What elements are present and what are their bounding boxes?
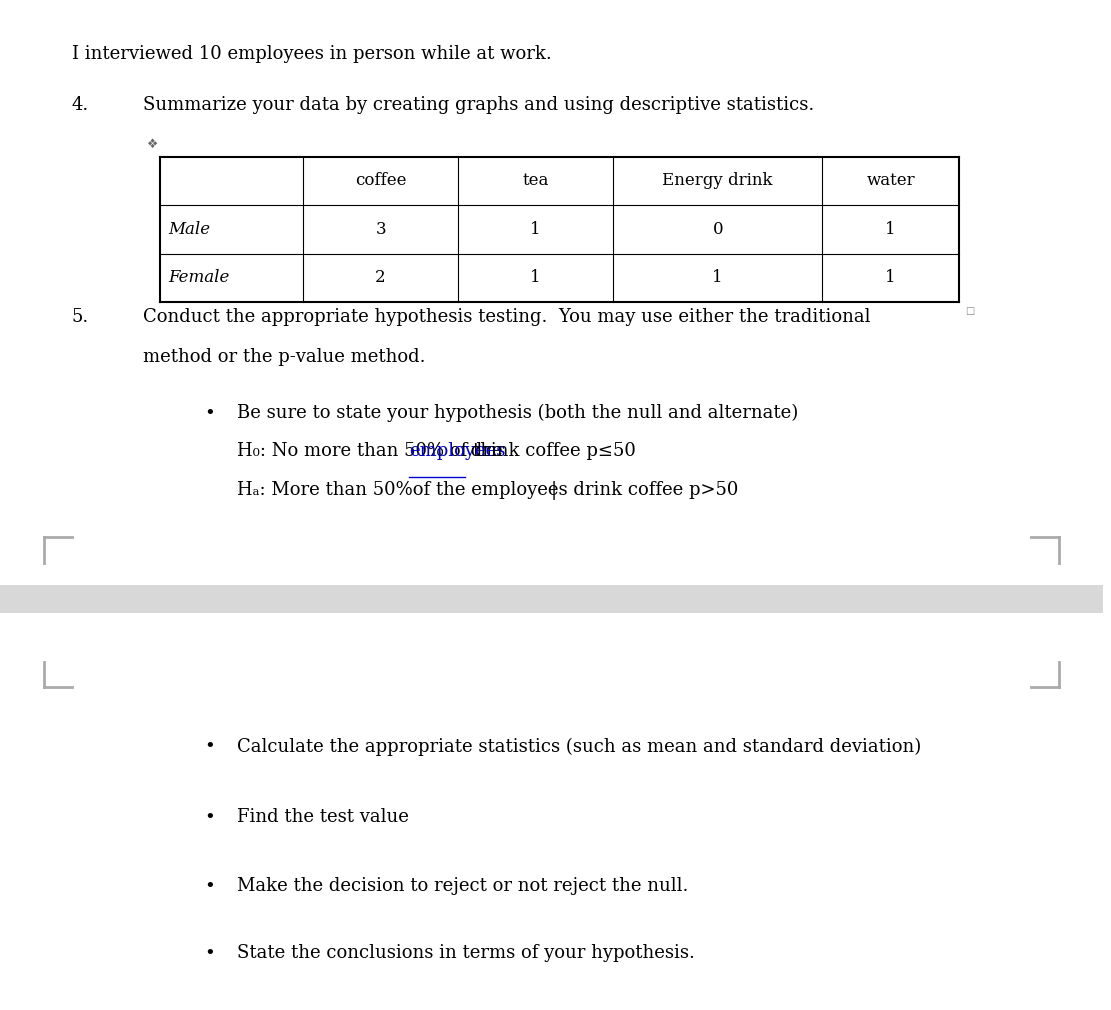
Text: |: |	[551, 481, 557, 500]
Text: coffee: coffee	[354, 173, 407, 189]
Text: 3: 3	[376, 221, 386, 237]
Text: Calculate the appropriate statistics (such as mean and standard deviation): Calculate the appropriate statistics (su…	[237, 737, 921, 755]
Text: 1: 1	[530, 270, 541, 286]
Text: •: •	[204, 404, 214, 422]
Text: State the conclusions in terms of your hypothesis.: State the conclusions in terms of your h…	[237, 944, 695, 963]
Text: Energy drink: Energy drink	[662, 173, 773, 189]
Text: 1: 1	[712, 270, 723, 286]
Text: Find the test value: Find the test value	[237, 808, 409, 826]
Text: tea: tea	[522, 173, 549, 189]
Bar	[0, 585, 1102, 613]
Text: •: •	[204, 808, 214, 826]
Text: method or the p-value method.: method or the p-value method.	[143, 348, 426, 367]
Text: Make the decision to reject or not reject the null.: Make the decision to reject or not rejec…	[237, 877, 689, 895]
Text: ❖: ❖	[147, 138, 158, 152]
Text: 4.: 4.	[72, 96, 89, 114]
Text: Male: Male	[169, 221, 211, 237]
Text: 2: 2	[376, 270, 386, 286]
Text: I interviewed 10 employees in person while at work.: I interviewed 10 employees in person whi…	[72, 45, 551, 64]
Text: water: water	[867, 173, 915, 189]
Text: Summarize your data by creating graphs and using descriptive statistics.: Summarize your data by creating graphs a…	[143, 96, 814, 114]
Text: Conduct the appropriate hypothesis testing.  You may use either the traditional: Conduct the appropriate hypothesis testi…	[143, 308, 871, 326]
Text: 1: 1	[885, 270, 895, 286]
Text: 1: 1	[885, 221, 895, 237]
Text: Female: Female	[169, 270, 230, 286]
Text: 0: 0	[712, 221, 723, 237]
Text: •: •	[204, 877, 214, 895]
Text: 1: 1	[530, 221, 541, 237]
Text: 5.: 5.	[72, 308, 89, 326]
Text: drink coffee p≤50: drink coffee p≤50	[464, 442, 635, 461]
Text: □: □	[964, 306, 974, 316]
Text: H₀: No more than 50% of the: H₀: No more than 50% of the	[237, 442, 509, 461]
Text: Be sure to state your hypothesis (both the null and alternate): Be sure to state your hypothesis (both t…	[237, 404, 799, 422]
Text: Hₐ: More than 50%of the employees drink coffee p>50: Hₐ: More than 50%of the employees drink …	[237, 481, 739, 499]
Text: •: •	[204, 737, 214, 755]
Text: •: •	[204, 944, 214, 963]
Text: employees: employees	[409, 442, 506, 461]
